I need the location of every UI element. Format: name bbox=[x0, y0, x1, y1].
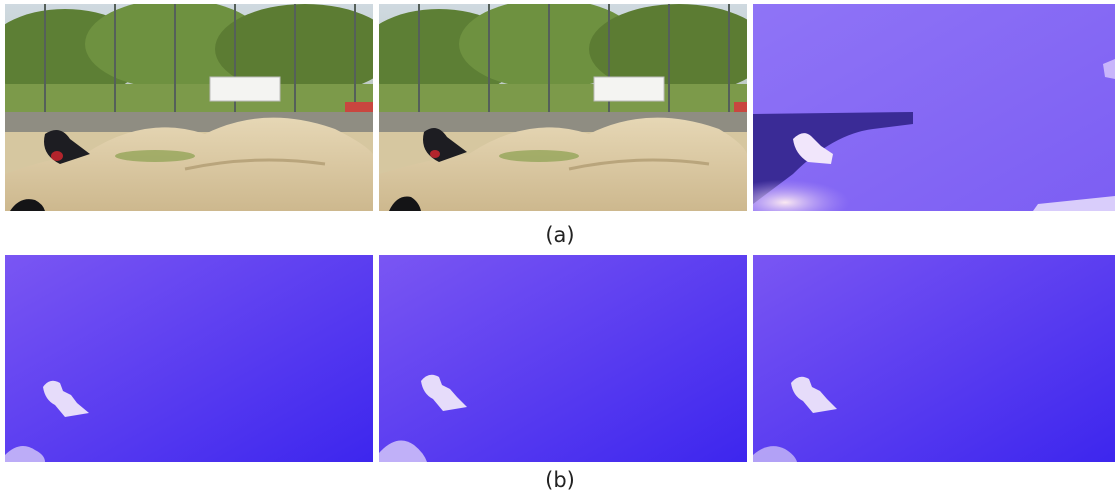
flow-estimate-a bbox=[753, 4, 1115, 211]
caption-a: (a) bbox=[545, 223, 575, 247]
video-frame-1 bbox=[5, 4, 373, 211]
flow-field-2 bbox=[379, 255, 747, 462]
flow-field-3 bbox=[753, 255, 1115, 462]
flow-field-1 bbox=[5, 255, 373, 462]
caption-b: (b) bbox=[545, 468, 575, 492]
video-frame-2 bbox=[379, 4, 747, 211]
